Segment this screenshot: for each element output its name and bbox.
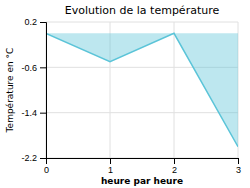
- area: [46, 33, 238, 146]
- tick-label: 2: [172, 165, 177, 175]
- tick-mark: [110, 158, 111, 164]
- x-axis-title: heure par heure: [101, 176, 183, 186]
- tick: 2: [172, 158, 177, 175]
- tick: 0: [44, 158, 49, 175]
- tick: -2.2: [21, 153, 46, 163]
- tick-mark: [174, 158, 175, 164]
- tick: -0.6: [21, 63, 46, 73]
- tick-label: 1: [108, 165, 113, 175]
- axis-line: [47, 159, 239, 165]
- tick: 1: [108, 158, 113, 175]
- tick-mark: [40, 158, 46, 159]
- tick-label: -2.2: [21, 153, 37, 163]
- line: [46, 33, 238, 146]
- grid-line: [46, 112, 238, 113]
- axis-line: [40, 23, 47, 159]
- tick-mark: [238, 158, 239, 164]
- grid-line: [46, 22, 238, 23]
- tick-label: 0.2: [24, 17, 37, 27]
- grid-line: [174, 22, 175, 158]
- marks: [46, 33, 238, 146]
- tick: 3: [236, 158, 241, 175]
- tick-mark: [40, 22, 46, 23]
- tick-label: -1.4: [21, 108, 37, 118]
- x-axis: 0 1 2 3: [44, 158, 241, 175]
- grid: [46, 22, 238, 158]
- chart: 0 1 2 3 0.2 -0.6 -1.4 -2.2 Evolution de la tempé…: [0, 0, 250, 188]
- tick: -1.4: [21, 108, 46, 118]
- plot: 0 1 2 3 0.2 -0.6 -1.4 -2.2: [21, 17, 241, 175]
- title: Evolution de la température: [65, 4, 220, 17]
- tick-label: 3: [236, 165, 241, 175]
- tick-label: -0.6: [21, 63, 37, 73]
- tick-mark: [40, 67, 46, 68]
- y-axis-title: Température en °C: [5, 48, 15, 134]
- tick: 0.2: [24, 17, 46, 27]
- tick-mark: [40, 113, 46, 114]
- tick-label: 0: [44, 165, 49, 175]
- y-axis: 0.2 -0.6 -1.4 -2.2: [21, 17, 46, 163]
